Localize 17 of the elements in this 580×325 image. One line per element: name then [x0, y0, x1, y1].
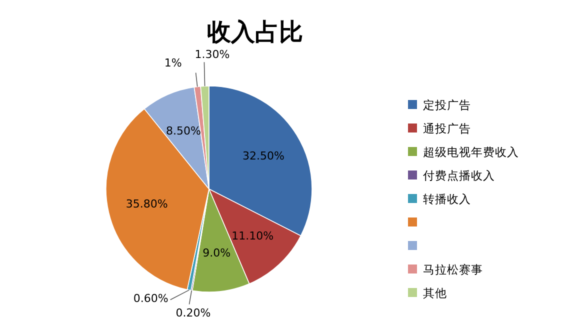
- data-label: 0.60%: [133, 292, 168, 305]
- chart-title: 收入占比: [207, 18, 303, 46]
- legend-label: 马拉松赛事: [423, 262, 483, 276]
- legend-label: 转播收入: [423, 192, 471, 206]
- data-label: 1.30%: [194, 48, 230, 62]
- legend-label: 超级电视年费收入: [423, 145, 519, 159]
- legend-label: 定投广告: [423, 98, 471, 112]
- data-label: 32.50%: [242, 150, 284, 163]
- data-label: 1%: [164, 56, 182, 70]
- legend-label: 其他: [423, 286, 447, 300]
- data-label: 35.80%: [126, 198, 168, 211]
- data-label: 9.0%: [202, 246, 231, 260]
- legend-label: 付费点播收入: [422, 168, 495, 182]
- data-label: 0.20%: [176, 306, 211, 320]
- legend-label: 通投广告: [423, 122, 471, 136]
- data-label: 11.10%: [232, 230, 274, 243]
- data-label: 8.50%: [166, 124, 201, 138]
